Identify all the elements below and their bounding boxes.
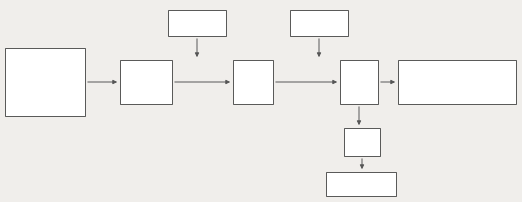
Bar (168, 10, 226, 36)
Bar (233, 60, 273, 104)
Bar (5, 48, 85, 116)
Bar (398, 60, 516, 104)
Bar (326, 172, 396, 196)
Bar (340, 60, 378, 104)
Bar (344, 128, 380, 156)
Bar (120, 60, 172, 104)
Bar (290, 10, 348, 36)
